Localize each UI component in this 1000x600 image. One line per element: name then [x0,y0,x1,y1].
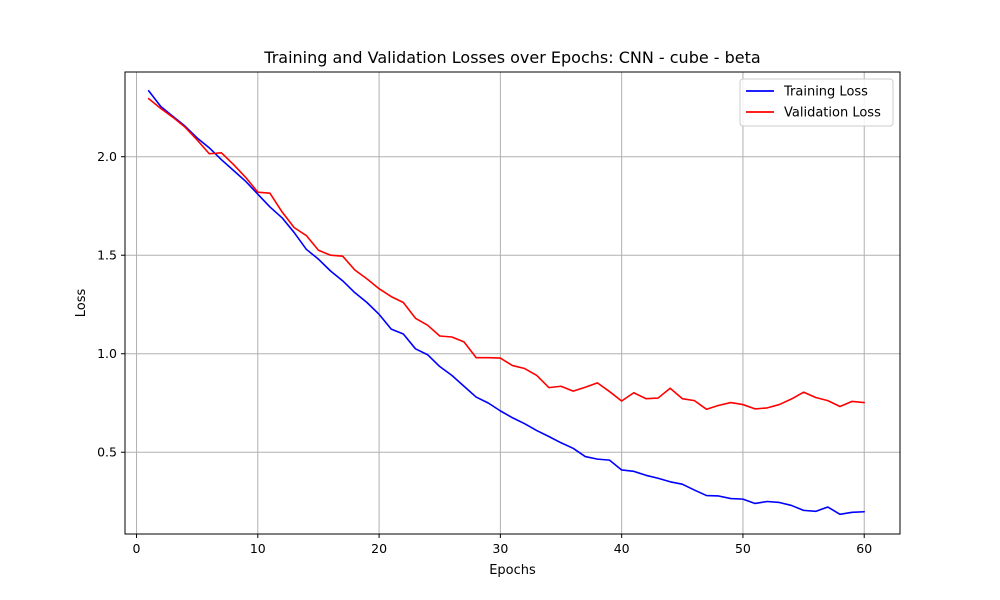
validation-loss-line [147,97,866,411]
y-tick-label: 1.5 [97,248,117,263]
x-tick-label: 10 [250,541,266,556]
x-tick-label: 40 [614,541,630,556]
x-axis-label: Epochs [489,563,536,578]
legend-entry: Validation Loss [784,106,881,121]
legend: Training Loss Validation Loss [739,78,894,127]
y-tick-label: 1.0 [97,346,117,361]
y-tick-label: 2.0 [97,149,117,164]
x-tick-label: 20 [371,541,387,556]
x-tick-label: 60 [856,541,872,556]
training-loss-line [147,89,866,516]
tick-layer: 0 10 20 30 40 50 60 0.5 1.0 1.5 2.0 [97,149,872,556]
grid-lines [125,72,900,534]
x-tick-label: 0 [133,541,141,556]
y-axis-label: Loss [74,289,89,318]
x-tick-label: 30 [492,541,508,556]
legend-box [739,78,894,127]
legend-entry: Training Loss [783,85,868,100]
series-layer [147,89,866,516]
x-tick-label: 50 [735,541,751,556]
chart-title: Training and Validation Losses over Epoc… [263,48,760,67]
plot-frame [124,71,901,535]
y-tick-label: 0.5 [97,445,117,460]
